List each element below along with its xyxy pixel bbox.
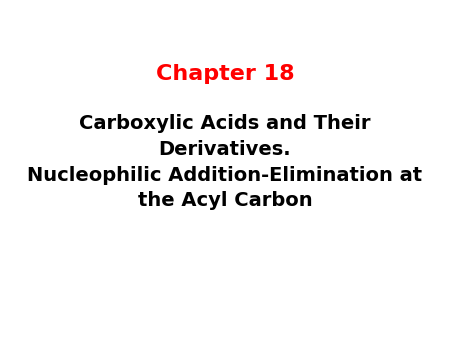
- Text: Carboxylic Acids and Their
Derivatives.
Nucleophilic Addition-Elimination at
the: Carboxylic Acids and Their Derivatives. …: [27, 114, 423, 210]
- Text: Chapter 18: Chapter 18: [156, 64, 294, 84]
